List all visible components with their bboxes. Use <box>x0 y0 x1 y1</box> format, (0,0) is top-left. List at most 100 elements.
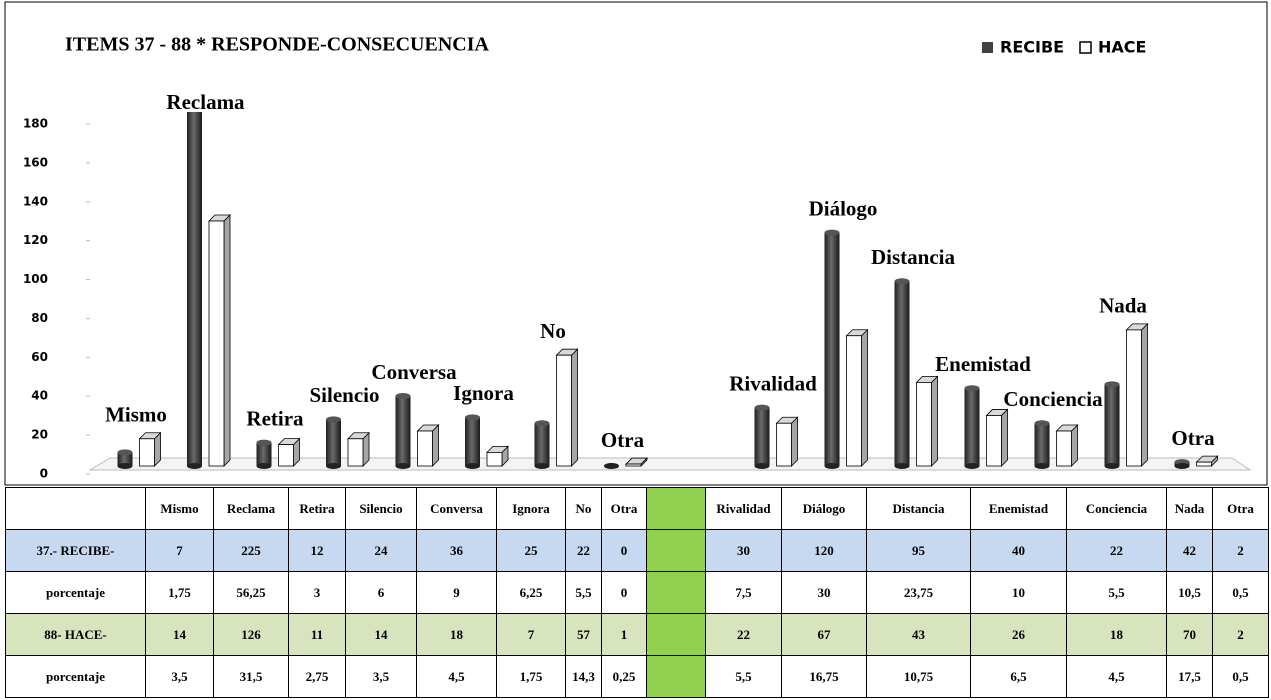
percent-cell: 30 <box>781 571 867 614</box>
bar-base <box>326 463 341 469</box>
value-cell: 42 <box>1166 529 1213 572</box>
bar-side <box>931 375 938 467</box>
bar-recibe <box>1104 381 1120 469</box>
bar-body <box>534 423 550 466</box>
bar-hace <box>1195 455 1219 467</box>
value-cell: 120 <box>781 529 867 572</box>
category-label: Mismo <box>105 403 167 427</box>
percent-cell: 5,5 <box>1066 571 1167 614</box>
bar-hace <box>277 437 301 467</box>
bar-front <box>776 422 792 467</box>
value-cell: 225 <box>213 529 289 572</box>
separator <box>646 529 706 572</box>
y-tick-label: 120 <box>23 233 48 247</box>
bar-body <box>187 112 202 466</box>
bar-top <box>754 404 770 411</box>
category-label: Ignora <box>453 381 514 405</box>
table-row: porcentaje 1,75 56,25 3 6 9 6,25 5,5 0 7,5 30 23,75… <box>5 571 1269 614</box>
value-cell: 12 <box>288 529 346 572</box>
category-label: Otra <box>601 428 645 452</box>
legend-swatch <box>982 42 993 53</box>
column-header: Nada <box>1166 487 1213 530</box>
category-label: Distancia <box>871 245 956 269</box>
bar-body <box>894 281 910 466</box>
percent-cell: 17,5 <box>1166 655 1213 698</box>
bar-recibe <box>395 393 411 469</box>
column-header: Retira <box>288 487 346 530</box>
percent-cell: 5,5 <box>565 571 602 614</box>
bar-top <box>326 416 341 423</box>
column-header: Mismo <box>145 487 214 530</box>
chart-title: ITEMS 37 - 88 * RESPONDE-CONSECUENCIA <box>65 34 489 56</box>
bar-recibe <box>964 385 980 469</box>
bar-base <box>1034 463 1050 469</box>
y-tick-label: 140 <box>23 194 48 208</box>
bar-base <box>117 463 133 469</box>
bar-side <box>571 348 578 467</box>
bar-side <box>1071 424 1078 467</box>
bar-body <box>395 396 411 466</box>
value-cell: 7 <box>145 529 214 572</box>
bar-body <box>754 407 770 466</box>
value-cell: 22 <box>1066 529 1167 572</box>
percent-cell: 6,25 <box>496 571 566 614</box>
category-label: Silencio <box>309 383 379 407</box>
bar-base <box>824 463 840 469</box>
value-cell: 67 <box>781 613 867 656</box>
y-tick-label: 180 <box>23 117 48 131</box>
percent-cell: 4,5 <box>1066 655 1167 698</box>
bar-hace <box>486 445 509 467</box>
category-label: No <box>540 319 566 343</box>
bar-front <box>208 220 225 467</box>
y-tick-label: 40 <box>31 389 48 403</box>
bar-front <box>916 381 932 467</box>
percent-cell: 10,75 <box>866 655 971 698</box>
column-header: Rivalidad <box>705 487 782 530</box>
bar-body <box>1034 423 1050 466</box>
row-label: 88- HACE- <box>5 613 146 656</box>
category-label: Conversa <box>371 360 457 384</box>
row-label: porcentaje <box>5 571 146 614</box>
column-header: Conversa <box>416 487 497 530</box>
value-cell: 11 <box>288 613 346 656</box>
floor <box>88 457 1252 471</box>
separator <box>646 487 706 530</box>
y-tick-label: 20 <box>31 428 48 442</box>
percent-cell: 0,5 <box>1212 571 1269 614</box>
value-cell: 126 <box>213 613 289 656</box>
bar-base <box>534 463 550 469</box>
category-label: Nada <box>1099 294 1147 318</box>
value-cell: 2 <box>1212 529 1269 572</box>
percent-cell: 6 <box>345 571 417 614</box>
value-cell: 43 <box>866 613 971 656</box>
value-cell: 0 <box>601 529 647 572</box>
bar-hace <box>985 408 1009 467</box>
bar-base <box>256 463 272 469</box>
bar-top <box>1104 381 1120 388</box>
legend-label: HACE <box>1098 38 1146 57</box>
percent-cell: 4,5 <box>416 655 497 698</box>
bar-recibe <box>1174 459 1190 469</box>
percent-cell: 3,5 <box>345 655 417 698</box>
bar-hace <box>915 375 939 467</box>
bar-top <box>256 439 272 446</box>
chart: ITEMS 37 - 88 * RESPONDE-CONSECUENCIA 0 2… <box>4 1 1268 486</box>
bar-front <box>556 354 572 467</box>
value-cell: 18 <box>1066 613 1167 656</box>
bar-top <box>465 414 480 421</box>
value-cell: 24 <box>345 529 417 572</box>
bar-body <box>824 232 840 466</box>
value-cell: 1 <box>601 613 647 656</box>
table-row: porcentaje 3,5 31,5 2,75 3,5 4,5 1,75 14,3 0,25 5… <box>5 655 1269 698</box>
percent-cell: 9 <box>416 571 497 614</box>
category-label: Enemistad <box>935 352 1031 376</box>
bar-recibe <box>534 420 550 469</box>
bar-front <box>846 335 862 467</box>
category-label: Conciencia <box>1003 387 1103 411</box>
row-label: 37.- RECIBE- <box>5 529 146 572</box>
value-cell: 2 <box>1212 613 1269 656</box>
bar-top <box>1034 420 1050 427</box>
bar-hace <box>416 424 440 467</box>
bar-front <box>986 415 1002 467</box>
